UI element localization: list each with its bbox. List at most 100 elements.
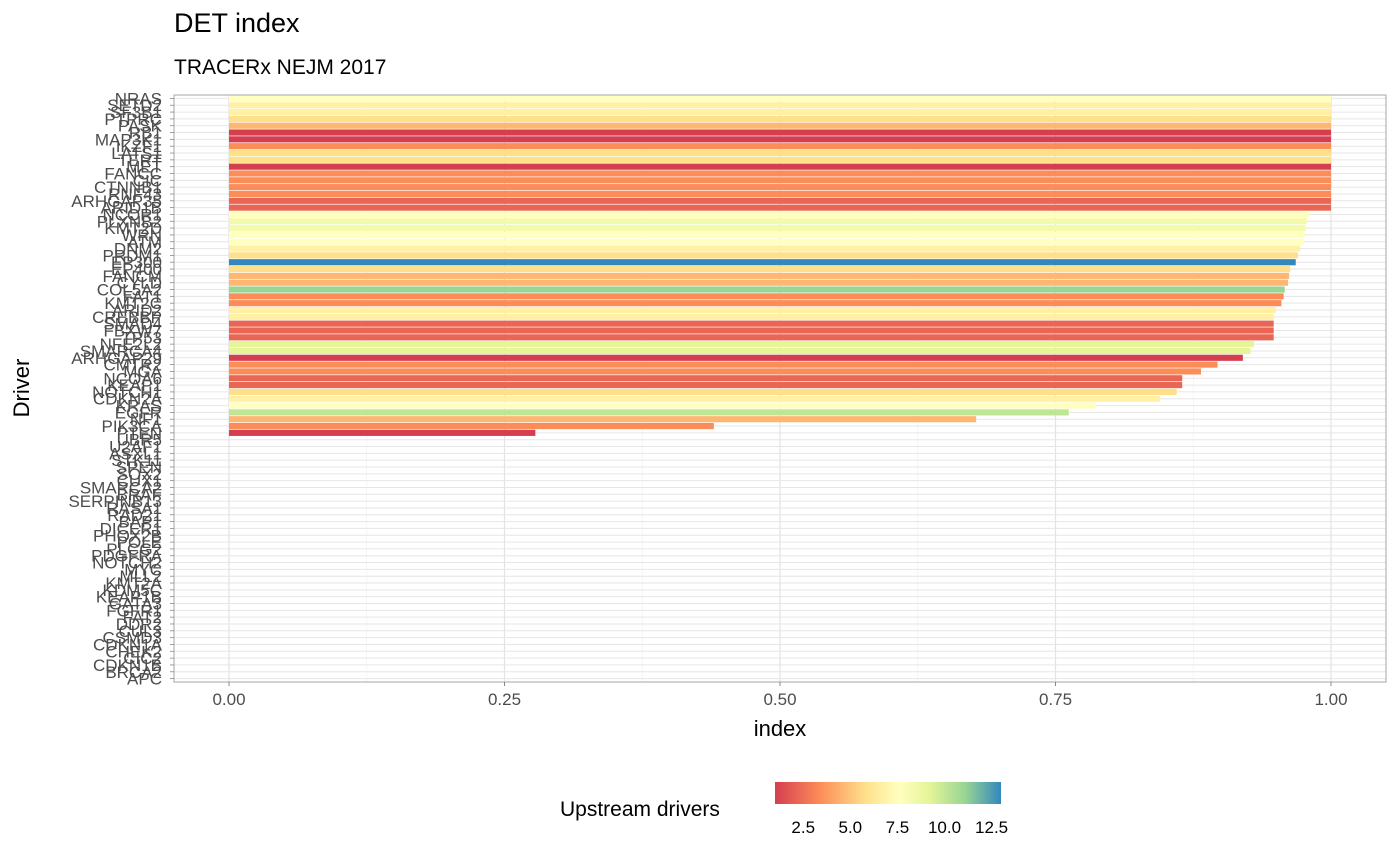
y-tick-label: SERPINB13: [68, 492, 162, 511]
bar-NCOA6: [229, 375, 1183, 382]
bar-SMARCA4: [229, 347, 1251, 355]
bar-CMTR2: [229, 361, 1218, 368]
y-tick-label: CDKN2A: [93, 390, 163, 409]
y-tick-label: CSMD3: [102, 629, 162, 648]
bar-RB1: [229, 129, 1331, 136]
y-tick-label: ATM: [127, 233, 162, 252]
legend-tick-label: 12.5: [975, 818, 1009, 837]
y-tick-label: PLXNB2: [97, 212, 162, 231]
y-tick-label: PDGFRA: [91, 547, 163, 566]
legend-tick-label: 7.5: [885, 818, 910, 837]
bar-IKZF1: [229, 143, 1331, 150]
y-tick-label: PTEN: [117, 424, 162, 443]
y-tick-label: CDKN1B: [93, 656, 162, 675]
y-tick-label: PLCG2: [106, 540, 162, 559]
bar-MET: [229, 163, 1331, 170]
y-tick-label: KEAP1: [107, 376, 162, 395]
y-tick-label: KDM5C: [102, 581, 162, 600]
bar-PASK: [229, 122, 1331, 129]
y-tick-label: CIC: [133, 171, 162, 190]
y-tick-label: CREBBP: [92, 308, 162, 327]
y-tick-label: RAD21: [107, 506, 162, 525]
bar-KEAP1: [229, 382, 1183, 389]
x-tick-label: 0.75: [1039, 690, 1072, 709]
x-axis-label: index: [753, 716, 807, 741]
y-tick-label: DICER1: [100, 519, 162, 538]
legend-colorbar: [775, 782, 1001, 804]
y-tick-label: IKZF1: [116, 137, 162, 156]
y-tick-label: SETD2: [107, 96, 162, 115]
y-tick-label: ASXL1: [109, 444, 162, 463]
y-tick-label: BAP1: [119, 513, 162, 532]
bar-FANCC: [229, 170, 1331, 177]
bar-COL5A2: [229, 286, 1285, 293]
y-tick-label: CMTR2: [103, 356, 162, 375]
bar-WRN: [229, 231, 1305, 238]
y-tick-label: PRDM1: [102, 246, 162, 265]
x-tick-label: 0.50: [763, 690, 796, 709]
bar-FAT1: [229, 293, 1284, 300]
y-tick-label: BRCA2: [105, 663, 162, 682]
y-tick-label: EP400: [111, 260, 162, 279]
y-tick-label: RNF43: [108, 185, 162, 204]
y-tick-label: CUX1: [117, 472, 162, 491]
bar-MAP3K1: [229, 136, 1331, 143]
y-tick-label: RB1: [129, 124, 162, 143]
bar-FBXW7: [229, 327, 1274, 334]
y-tick-label: MLL2: [119, 567, 162, 586]
bar-TERT: [229, 156, 1331, 163]
legend-tick-label: 10.0: [927, 818, 962, 837]
bar-EGFR: [229, 409, 1069, 416]
y-tick-label: ARHGAP29: [71, 349, 162, 368]
y-tick-label: UBR5: [117, 431, 162, 450]
y-tick-label: FAT2: [123, 608, 162, 627]
bar-NOTCH1: [229, 388, 1177, 395]
bar-EP400: [229, 265, 1291, 273]
y-tick-label: NFE2L2: [100, 335, 162, 354]
y-tick-label: GATA3: [109, 595, 162, 614]
x-tick-label: 1.00: [1314, 690, 1347, 709]
y-tick-label: CIC2: [123, 649, 162, 668]
y-tick-label: EGFR: [115, 403, 162, 422]
y-tick-label: ARHGAP35: [71, 192, 162, 211]
y-tick-label: SMAD4: [103, 315, 162, 334]
y-tick-label: PIK3CA: [102, 417, 163, 436]
y-tick-label: CDKN1A: [93, 635, 163, 654]
bar-CTNNB1: [229, 184, 1331, 191]
bar-KMT2C: [229, 300, 1282, 307]
bar-MGA: [229, 368, 1201, 375]
y-tick-label: PHOX2B: [93, 526, 162, 545]
y-tick-label: MYC: [124, 560, 162, 579]
y-tick-label: MET: [126, 158, 162, 177]
bar-PRDM1: [229, 252, 1298, 259]
y-tick-label: U2AF1: [109, 438, 162, 457]
bar-CIC: [229, 177, 1331, 184]
x-tick-label: 0.00: [212, 690, 245, 709]
y-tick-label: COL5A2: [97, 281, 162, 300]
y-tick-label: SOX2: [117, 465, 162, 484]
y-tick-label: KEAP1B: [96, 588, 162, 607]
legend-tick-label: 5.0: [838, 818, 863, 837]
bar-CREBBP: [229, 313, 1274, 320]
y-tick-label: RASA1: [106, 499, 162, 518]
y-tick-label: NOTCH1: [92, 383, 162, 402]
y-tick-label: CYLD: [117, 274, 162, 293]
y-tick-label: KRAS: [116, 397, 162, 416]
y-tick-label: TP53: [121, 328, 162, 347]
y-tick-label: NF1: [130, 410, 162, 429]
y-tick-label: KMT2A: [105, 574, 162, 593]
y-tick-label: BRAF: [117, 485, 162, 504]
y-tick-label: WRN: [121, 226, 162, 245]
bar-KMT2D: [229, 225, 1306, 232]
y-tick-label: LATS1: [111, 144, 162, 163]
y-tick-label: PTPRC: [104, 110, 162, 129]
chart-subtitle: TRACERx NEJM 2017: [174, 56, 387, 79]
y-tick-label: FANCC: [104, 164, 162, 183]
bar-PTPRC: [229, 115, 1331, 122]
y-tick-label: PASK: [118, 117, 163, 136]
bar-SF3B1: [229, 108, 1331, 116]
bar-ARID2: [229, 306, 1276, 314]
bar-ARID1B: [229, 204, 1331, 211]
